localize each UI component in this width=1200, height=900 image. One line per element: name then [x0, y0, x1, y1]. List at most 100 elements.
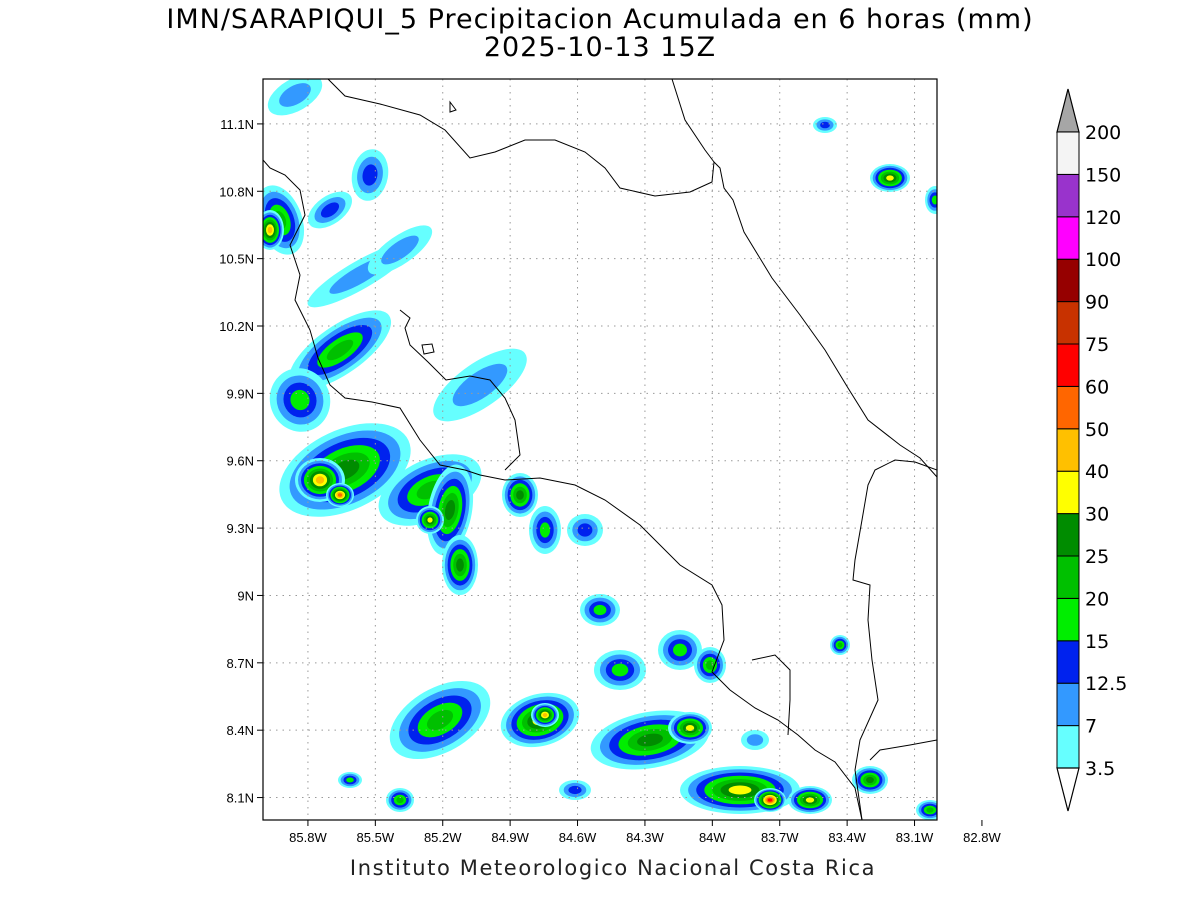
colorbar-swatch	[1056, 343, 1080, 387]
colorbar-swatch	[1056, 131, 1080, 175]
precip-contour	[346, 777, 354, 783]
precip-contour	[568, 785, 582, 795]
lat-tick-label: 9N	[237, 588, 254, 603]
colorbar-overflow-arrow	[1056, 88, 1080, 133]
colorbar-label: 20	[1085, 588, 1109, 610]
precip-contour	[577, 523, 593, 537]
colorbar-label: 15	[1085, 631, 1109, 653]
precip-contour	[728, 785, 752, 795]
precip-contour	[267, 226, 273, 234]
colorbar-label: 75	[1085, 334, 1109, 356]
axis-labels: 11.1N 10.8N 10.5N 10.2N 9.9N 9.6N 9.3N 9N 8.7N 8.…	[219, 117, 1001, 845]
lat-tick-label: 10.5N	[219, 252, 254, 267]
colorbar-swatch	[1056, 725, 1080, 769]
precip-contour	[315, 476, 325, 484]
lon-tick-label: 82.8W	[963, 830, 1001, 845]
colorbar-label: 150	[1085, 164, 1121, 186]
colorbar-label: 90	[1085, 292, 1109, 314]
precip-contour	[673, 643, 687, 657]
precip-contour	[516, 490, 524, 500]
colorbar-swatch	[1056, 301, 1080, 345]
colorbar-swatch	[1056, 385, 1080, 430]
credit-line: Instituto Meteorologico Nacional Costa R…	[349, 856, 877, 880]
precip-contour	[542, 713, 548, 717]
lat-tick-label: 9.6N	[227, 454, 254, 469]
colorbar-swatch	[1056, 682, 1080, 727]
colorbar-swatch	[1056, 428, 1080, 472]
precip-contour	[337, 493, 343, 497]
precip-contour	[931, 195, 937, 205]
precip-contour	[685, 725, 695, 731]
precip-contour	[452, 363, 508, 407]
lat-tick-label: 8.4N	[227, 723, 254, 738]
colorbar-swatch	[1056, 513, 1080, 557]
coastline-pacific	[263, 159, 863, 820]
coastline-layer	[263, 79, 937, 820]
precip-contour	[456, 558, 464, 572]
colorbar-label: 25	[1085, 546, 1109, 568]
precip-contour	[362, 164, 378, 186]
colorbar-swatch	[1056, 555, 1080, 599]
colorbar-label: 60	[1085, 376, 1109, 398]
lat-tick-label: 8.7N	[227, 656, 254, 671]
precip-contour	[539, 522, 551, 538]
precip-contour	[746, 734, 764, 746]
precip-contour	[427, 517, 433, 523]
colorbar-underflow-arrow	[1056, 767, 1080, 812]
lon-tick-label: 85.8W	[289, 830, 327, 845]
lon-tick-label: 84.3W	[626, 830, 664, 845]
map-title: IMN/SARAPIQUI_5 Precipitacion Acumulada …	[166, 4, 1034, 35]
lat-tick-label: 10.8N	[219, 184, 254, 199]
graticule	[263, 79, 937, 820]
colorbar-swatch	[1056, 640, 1080, 684]
precip-contour	[866, 776, 874, 784]
coastline-island	[421, 343, 435, 355]
colorbar-swatch	[1056, 258, 1080, 303]
colorbar-label: 7	[1085, 716, 1097, 738]
coastline-lake	[449, 100, 457, 113]
coastline-north-east	[671, 79, 715, 163]
colorbar-label: 3.5	[1085, 758, 1115, 780]
colorbar: 3.5 7 12.5 15 20 25 30 40 50 60 75 90 100 120 150 200	[1056, 88, 1127, 812]
lat-tick-label: 9.9N	[227, 386, 254, 401]
colorbar-label: 30	[1085, 504, 1109, 526]
precip-contour	[426, 709, 454, 731]
map-valid-time: 2025-10-13 15Z	[483, 32, 717, 63]
colorbar-swatch	[1056, 597, 1080, 642]
colorbar-label: 40	[1085, 461, 1109, 483]
coastline-burica	[869, 739, 937, 761]
colorbar-label: 200	[1085, 122, 1121, 144]
precip-contour	[637, 733, 663, 747]
colorbar-swatch	[1056, 470, 1080, 515]
plot-frame	[262, 78, 938, 821]
lon-tick-label: 83.1W	[896, 830, 934, 845]
coastline-nicoya	[399, 309, 521, 471]
precip-contour	[381, 235, 419, 265]
colorbar-swatch	[1056, 173, 1080, 218]
border-panama	[852, 459, 937, 820]
lat-tick-label: 10.2N	[219, 319, 254, 334]
precip-contour	[290, 389, 310, 411]
precip-contour	[396, 796, 404, 804]
lon-tick-label: 83.4W	[828, 830, 866, 845]
lon-tick-label: 85.2W	[424, 830, 462, 845]
precip-contour	[837, 642, 843, 648]
coastline-caribbean	[327, 79, 937, 478]
lat-tick-label: 11.1N	[220, 117, 254, 132]
lon-tick-label: 83.7W	[761, 830, 799, 845]
precip-contour	[820, 121, 830, 129]
colorbar-label: 12.5	[1085, 673, 1127, 695]
lon-tick-label: 84W	[699, 830, 726, 845]
precip-contour	[611, 663, 629, 677]
precip-contour	[279, 83, 311, 107]
lon-tick-label: 84.6W	[559, 830, 597, 845]
precipitation-field	[263, 79, 937, 820]
colorbar-label: 50	[1085, 419, 1109, 441]
coastline-osa	[751, 654, 791, 736]
precip-contour	[444, 500, 456, 520]
lon-tick-label: 85.5W	[357, 830, 395, 845]
colorbar-label: 100	[1085, 249, 1121, 271]
colorbar-swatch	[1056, 216, 1080, 260]
precip-contour	[593, 604, 607, 616]
